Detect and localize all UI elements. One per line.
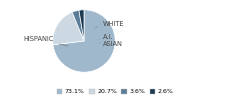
Legend: 73.1%, 20.7%, 3.6%, 2.6%: 73.1%, 20.7%, 3.6%, 2.6% <box>54 86 176 97</box>
Text: HISPANIC: HISPANIC <box>23 36 68 46</box>
Wedge shape <box>79 10 84 41</box>
Text: ASIAN: ASIAN <box>100 41 123 47</box>
Wedge shape <box>53 10 115 72</box>
Wedge shape <box>53 12 84 45</box>
Text: A.I.: A.I. <box>100 34 113 40</box>
Text: WHITE: WHITE <box>96 21 124 27</box>
Wedge shape <box>72 10 84 41</box>
